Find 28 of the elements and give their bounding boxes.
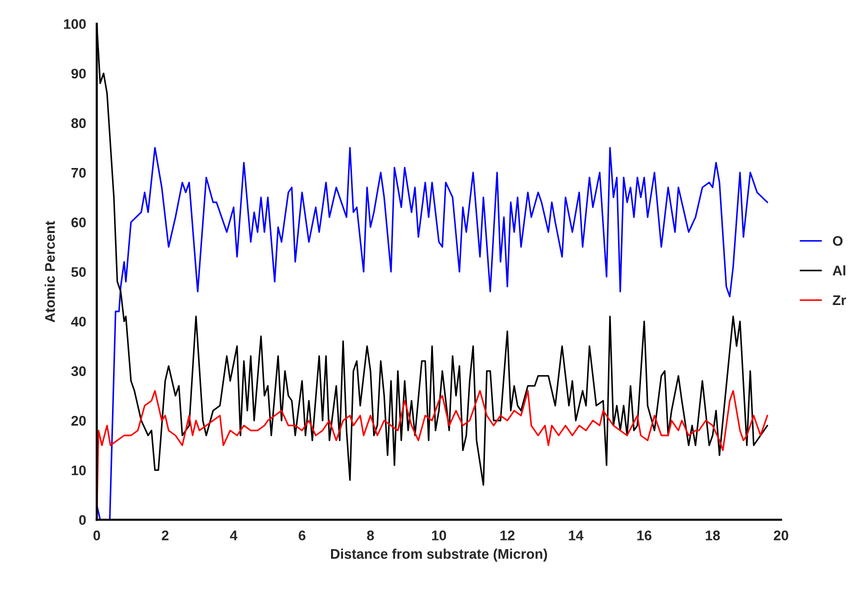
legend-label: Zr: [832, 295, 846, 305]
x-tick-label: 6: [298, 530, 306, 540]
y-tick-label: 90: [71, 68, 86, 79]
x-tick-label: 20: [774, 530, 788, 540]
legend-label: O: [832, 236, 843, 246]
y-tick-label: 0: [79, 515, 86, 525]
x-tick-label: 18: [706, 530, 720, 540]
x-tick-label: 8: [367, 530, 374, 540]
y-tick-label: 40: [71, 316, 86, 327]
x-tick-label: 2: [162, 530, 169, 540]
y-tick-label: 70: [72, 168, 86, 178]
x-tick-label: 10: [432, 530, 446, 540]
x-tick-label: 4: [230, 530, 238, 540]
x-tick-label: 14: [568, 530, 584, 540]
y-tick-label: 20: [71, 416, 86, 426]
y-tick-label: 30: [71, 366, 86, 376]
y-tick-label: 50: [71, 267, 86, 277]
x-tick-label: 12: [500, 530, 515, 540]
y-tick-label: 100: [64, 19, 86, 29]
x-axis-title: Distance from substrate (Micron): [331, 548, 548, 562]
y-tick-label: 10: [72, 465, 86, 476]
x-tick-label: 16: [637, 530, 652, 540]
y-axis-title: Atomic Percent: [44, 220, 55, 322]
y-tick-label: 80: [71, 118, 86, 128]
y-tick-label: 60: [71, 217, 86, 228]
line-series: [96, 146, 768, 520]
legend-label: Al: [832, 265, 846, 276]
x-tick-label: 0: [93, 530, 100, 540]
